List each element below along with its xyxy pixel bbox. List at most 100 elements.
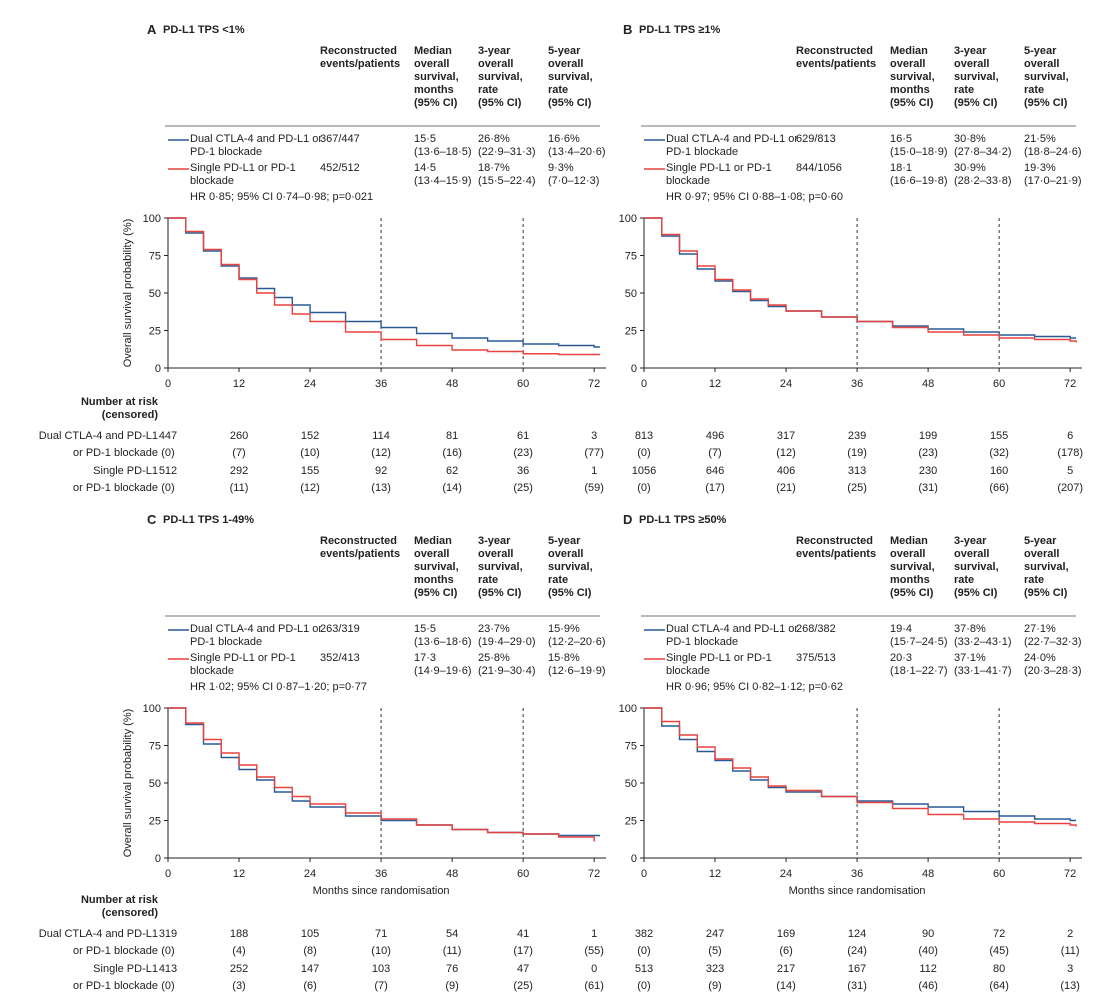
- table-cell: 23·7% (19·4–29·0): [478, 623, 535, 649]
- at-risk: 36: [517, 465, 530, 477]
- table-header-line: Reconstructed: [796, 535, 874, 547]
- table-header: Reconstructed events/patients: [796, 45, 876, 71]
- series-name: Single PD-L1 or PD-1 blockade: [666, 652, 772, 677]
- y-tick-label: 0: [631, 363, 637, 375]
- table-header-line: (95% CI): [478, 97, 522, 109]
- y-axis-label: Overall survival probability (%): [122, 219, 134, 368]
- censored: (9): [445, 980, 459, 992]
- survival-curve: [168, 217, 601, 356]
- censored: (16): [442, 447, 462, 459]
- censored: (10): [300, 447, 320, 459]
- survival-curve: [644, 707, 1077, 822]
- table-header-line: (95% CI): [954, 587, 998, 599]
- hazard-ratio: HR 0·97; 95% CI 0·88–1·08; p=0·60: [666, 191, 844, 203]
- censored: (13): [371, 482, 391, 494]
- table-cell-line: (22·9–31·3): [478, 146, 536, 158]
- table-header-line: overall: [954, 58, 990, 70]
- at-risk: 81: [445, 430, 459, 442]
- table-cell-line: (14·9–19·6): [414, 665, 472, 677]
- panel-label: B: [623, 22, 633, 37]
- table-cell-line: 19·3%: [1024, 162, 1056, 174]
- at-risk: 217: [776, 963, 796, 975]
- table-cell-line: (33·1–41·7): [954, 665, 1012, 677]
- table-cell: 20·3 (18·1–22·7): [890, 652, 947, 678]
- table-header: 3-year overall survival, rate (95% CI): [478, 535, 523, 600]
- at-risk: 76: [445, 963, 459, 975]
- censored: (207): [1057, 482, 1083, 494]
- table-header-line: (95% CI): [478, 587, 522, 599]
- y-tick-label: 50: [625, 778, 637, 790]
- table-header-line: (95% CI): [548, 587, 592, 599]
- table-cell: 30·9% (28·2–33·8): [954, 162, 1011, 188]
- table-header-line: months: [890, 574, 930, 586]
- table-header-line: rate: [478, 574, 499, 586]
- table-header-line: (95% CI): [414, 97, 458, 109]
- x-axis-label: Months since randomisation: [313, 885, 450, 897]
- y-tick-label: 100: [619, 213, 637, 225]
- x-tick-label: 12: [233, 378, 245, 390]
- censored: (14): [442, 482, 462, 494]
- table-cell-line: (13·4–15·9): [414, 175, 472, 187]
- x-tick-label: 24: [780, 378, 792, 390]
- table-cell: 24·0% (20·3–28·3): [1024, 652, 1081, 678]
- censored: (6): [303, 980, 317, 992]
- table-header: Median overall survival, months (95% CI): [414, 45, 459, 110]
- at-risk: 147: [300, 963, 320, 975]
- y-tick-label: 0: [155, 363, 161, 375]
- table-cell-line: (19·4–29·0): [478, 636, 536, 648]
- censored: (11): [229, 482, 249, 494]
- at-risk: 41: [517, 928, 530, 940]
- series-name: Dual CTLA-4 and PD-L1 or PD-1 blockade: [190, 623, 323, 648]
- table-cell-line: 16·6%: [548, 133, 580, 145]
- table-cell: 629/813: [796, 133, 836, 145]
- panel-label: C: [147, 512, 157, 527]
- table-cell-line: (15·0–18·9): [890, 146, 948, 158]
- table-header-line: overall: [1024, 58, 1060, 70]
- x-tick-label: 60: [993, 378, 1005, 390]
- table-cell-line: 15·5: [414, 133, 437, 145]
- at-risk: 114: [372, 430, 390, 442]
- table-header-line: rate: [954, 84, 975, 96]
- table-header-line: rate: [548, 574, 569, 586]
- table-cell: 844/1056: [796, 162, 842, 174]
- censored: (17): [705, 482, 725, 494]
- table-cell-line: 37·8%: [954, 623, 986, 635]
- x-axis-label: Months since randomisation: [789, 885, 926, 897]
- table-cell: 37·1% (33·1–41·7): [954, 652, 1011, 678]
- table-header-line: (95% CI): [548, 97, 592, 109]
- at-risk: 319: [158, 928, 178, 940]
- table-cell: 352/413: [320, 652, 360, 664]
- x-tick-label: 72: [588, 868, 600, 880]
- x-tick-label: 12: [709, 378, 721, 390]
- table-header-line: (95% CI): [890, 97, 934, 109]
- table-header-line: 3-year: [478, 535, 511, 547]
- table-cell-line: (20·3–28·3): [1024, 665, 1082, 677]
- x-tick-label: 60: [993, 868, 1005, 880]
- survival-curve: [168, 707, 595, 842]
- x-tick-label: 0: [165, 378, 171, 390]
- censored: (46): [918, 980, 938, 992]
- table-cell: 375/513: [796, 652, 836, 664]
- panel-label: A: [147, 22, 157, 37]
- risk-label: or PD-1 blockade: [73, 980, 158, 992]
- censored: (0): [161, 482, 175, 494]
- table-cell: 9·3% (7·0–12·3): [548, 162, 599, 188]
- at-risk: 61: [517, 430, 530, 442]
- table-header-line: rate: [1024, 574, 1045, 586]
- y-tick-label: 100: [143, 213, 161, 225]
- table-header-line: (95% CI): [1024, 97, 1068, 109]
- censored: (31): [847, 980, 867, 992]
- at-risk: 646: [705, 465, 725, 477]
- table-cell-line: 18·7%: [478, 162, 510, 174]
- at-risk: 54: [445, 928, 459, 940]
- at-risk: 5: [1067, 465, 1074, 477]
- x-tick-label: 24: [780, 868, 792, 880]
- table-header-line: survival,: [478, 561, 523, 573]
- at-risk: 406: [776, 465, 796, 477]
- censored: (178): [1057, 447, 1083, 459]
- risk-label: or PD-1 blockade: [73, 447, 158, 459]
- table-cell-line: 21·5%: [1024, 133, 1056, 145]
- censored: (0): [161, 945, 175, 957]
- at-risk: 260: [229, 430, 249, 442]
- table-cell-line: 24·0%: [1024, 652, 1056, 664]
